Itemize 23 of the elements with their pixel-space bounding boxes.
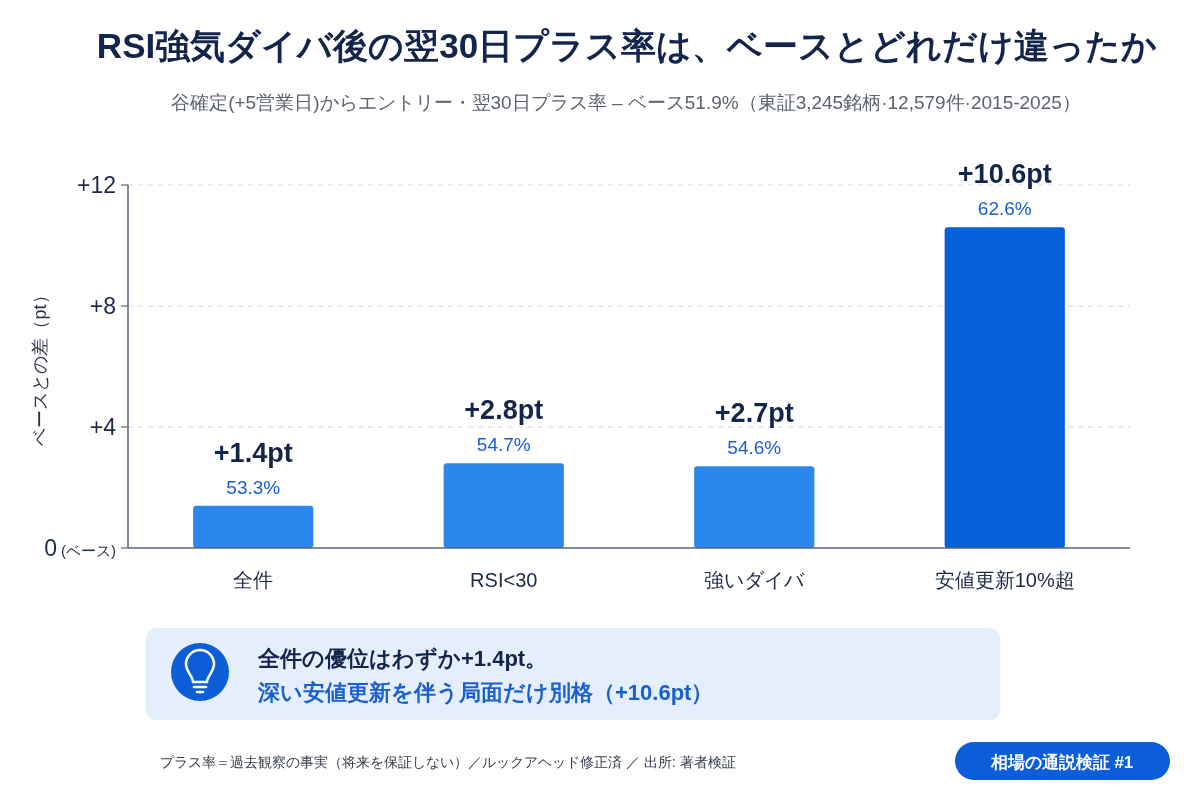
x-tick-label: RSI<30 bbox=[470, 569, 538, 591]
annotation: 54.6% bbox=[727, 437, 782, 459]
chart-subtitle: 谷確定(+5営業日)からエントリー・翌30日プラス率 – ベース51.9%（東証3,245銘柄·12,579件·2015-2025） bbox=[171, 92, 1081, 113]
data-label: +2.8pt bbox=[464, 395, 544, 426]
data-label: +2.7pt bbox=[714, 398, 794, 429]
y-axis-title: ベースとの差（pt） bbox=[30, 286, 50, 446]
text: 深い安値更新を伴う局面だけ別格（+10.6pt） bbox=[257, 680, 714, 705]
x-tick-label: 全件 bbox=[233, 569, 274, 591]
y-tick-label: +12 bbox=[76, 172, 116, 198]
text: プラス率＝過去観察の事実（将来を保証しない）／ルックアヘッド修正済 ／ 出所: 著者検証 bbox=[160, 754, 736, 770]
y-tick-label: +8 bbox=[89, 293, 116, 319]
annotation: 53.3% bbox=[226, 476, 281, 498]
y-tick-label: +4 bbox=[89, 414, 117, 440]
annotation: 54.7% bbox=[476, 434, 531, 456]
text: 相場の通説検証 #1 bbox=[989, 753, 1134, 772]
text: 全件の優位はわずか+1.4pt。 bbox=[257, 646, 548, 672]
data-label: +1.4pt bbox=[213, 437, 293, 468]
x-tick-label: 安値更新10%超 bbox=[934, 569, 1075, 591]
y-tick-label: 0 (ベース) bbox=[44, 535, 116, 561]
chart-title: RSI強気ダイバ後の翌30日プラス率は、ベースとどれだけ違ったか bbox=[96, 26, 1158, 66]
data-label: +10.6pt bbox=[957, 159, 1052, 190]
annotation: 62.6% bbox=[977, 198, 1032, 220]
x-tick-label: 強いダイバ bbox=[704, 569, 806, 591]
